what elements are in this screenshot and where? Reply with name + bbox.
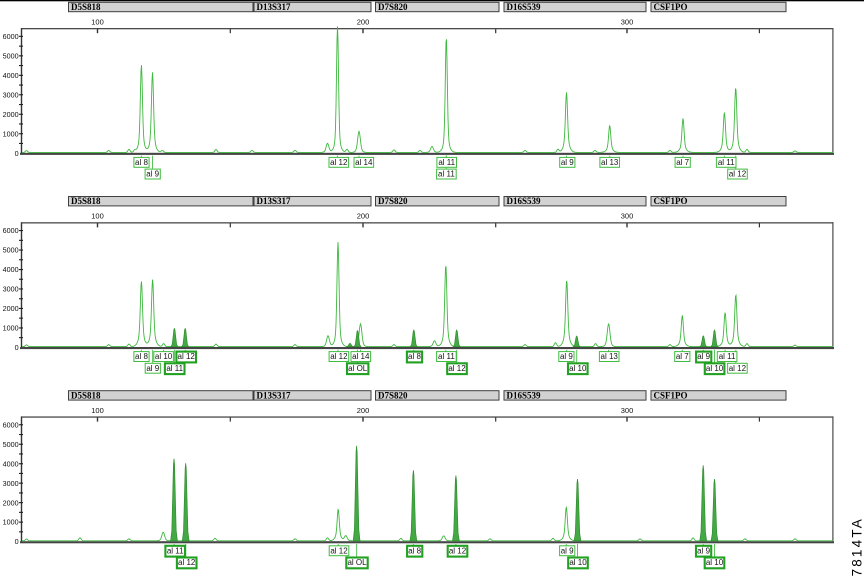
svg-text:al 9: al 9 xyxy=(146,364,159,373)
svg-text:al 10: al 10 xyxy=(569,364,587,373)
svg-text:0: 0 xyxy=(15,537,19,546)
svg-text:al OL: al OL xyxy=(347,558,367,567)
svg-text:300: 300 xyxy=(621,212,634,221)
svg-text:al 12: al 12 xyxy=(178,558,196,567)
svg-text:300: 300 xyxy=(621,406,634,415)
svg-text:200: 200 xyxy=(357,406,370,415)
svg-text:al 8: al 8 xyxy=(408,352,421,361)
svg-text:D5S818: D5S818 xyxy=(71,390,101,400)
svg-text:al 11: al 11 xyxy=(438,352,455,361)
svg-text:al 9: al 9 xyxy=(697,352,710,361)
svg-text:D7S820: D7S820 xyxy=(378,2,408,12)
svg-text:D5S818: D5S818 xyxy=(71,2,101,12)
svg-text:D16S539: D16S539 xyxy=(507,2,542,12)
svg-text:6000: 6000 xyxy=(3,420,19,429)
svg-text:3000: 3000 xyxy=(3,90,19,99)
svg-text:0: 0 xyxy=(15,343,19,352)
svg-text:al 12: al 12 xyxy=(449,546,467,555)
svg-text:al 13: al 13 xyxy=(601,158,619,167)
svg-text:al 12: al 12 xyxy=(330,158,348,167)
svg-text:5000: 5000 xyxy=(3,246,19,255)
svg-text:al 10: al 10 xyxy=(155,352,173,361)
svg-text:2000: 2000 xyxy=(3,304,19,313)
svg-text:CSF1PO: CSF1PO xyxy=(654,2,688,12)
svg-text:al 11: al 11 xyxy=(438,158,455,167)
svg-text:D16S539: D16S539 xyxy=(507,196,542,206)
svg-text:D5S818: D5S818 xyxy=(71,196,101,206)
svg-text:al 9: al 9 xyxy=(560,352,573,361)
svg-text:al 10: al 10 xyxy=(706,558,724,567)
svg-text:D13S317: D13S317 xyxy=(257,196,292,206)
svg-text:al 12: al 12 xyxy=(729,170,747,179)
svg-text:D7S820: D7S820 xyxy=(378,196,408,206)
svg-text:200: 200 xyxy=(357,17,370,26)
svg-text:CSF1PO: CSF1PO xyxy=(654,196,688,206)
svg-text:0: 0 xyxy=(15,149,19,158)
svg-text:1000: 1000 xyxy=(3,129,19,138)
svg-text:2000: 2000 xyxy=(3,498,19,507)
svg-text:al 13: al 13 xyxy=(601,352,619,361)
svg-text:al 12: al 12 xyxy=(448,364,466,373)
svg-text:al 11: al 11 xyxy=(166,364,183,373)
svg-text:3000: 3000 xyxy=(3,479,19,488)
svg-text:al 14: al 14 xyxy=(355,158,373,167)
svg-text:D13S317: D13S317 xyxy=(257,2,292,12)
svg-text:al 11: al 11 xyxy=(167,546,184,555)
svg-text:al 11: al 11 xyxy=(718,158,735,167)
svg-text:al 8: al 8 xyxy=(135,158,148,167)
svg-text:D16S539: D16S539 xyxy=(507,390,542,400)
svg-text:al 10: al 10 xyxy=(569,558,587,567)
svg-text:al 7: al 7 xyxy=(676,352,689,361)
svg-text:2000: 2000 xyxy=(3,110,19,119)
svg-text:5000: 5000 xyxy=(3,52,19,61)
svg-text:D7S820: D7S820 xyxy=(378,390,408,400)
svg-text:al 8: al 8 xyxy=(408,546,421,555)
svg-text:al 7: al 7 xyxy=(676,158,689,167)
svg-text:D13S317: D13S317 xyxy=(257,390,292,400)
svg-text:4000: 4000 xyxy=(3,265,19,274)
svg-text:100: 100 xyxy=(91,17,104,26)
svg-text:al 12: al 12 xyxy=(729,364,747,373)
svg-text:al 11: al 11 xyxy=(719,352,736,361)
svg-text:100: 100 xyxy=(91,212,104,221)
svg-text:6000: 6000 xyxy=(3,32,19,41)
svg-text:300: 300 xyxy=(621,17,634,26)
svg-text:al 12: al 12 xyxy=(330,546,348,555)
svg-text:al 9: al 9 xyxy=(146,170,159,179)
svg-text:1000: 1000 xyxy=(3,324,19,333)
svg-text:al 11: al 11 xyxy=(438,170,455,179)
svg-text:7814TA: 7814TA xyxy=(850,517,864,576)
svg-text:4000: 4000 xyxy=(3,71,19,80)
svg-text:al OL: al OL xyxy=(348,364,368,373)
svg-text:CSF1PO: CSF1PO xyxy=(654,390,688,400)
svg-text:4000: 4000 xyxy=(3,459,19,468)
svg-text:3000: 3000 xyxy=(3,285,19,294)
svg-text:al 12: al 12 xyxy=(330,352,348,361)
svg-text:al 14: al 14 xyxy=(352,352,370,361)
svg-text:al 9: al 9 xyxy=(561,546,574,555)
svg-text:1000: 1000 xyxy=(3,518,19,527)
svg-text:200: 200 xyxy=(357,212,370,221)
svg-text:al 12: al 12 xyxy=(178,352,196,361)
svg-text:al 9: al 9 xyxy=(561,158,574,167)
svg-text:5000: 5000 xyxy=(3,440,19,449)
svg-text:100: 100 xyxy=(91,406,104,415)
svg-text:6000: 6000 xyxy=(3,226,19,235)
svg-text:al 8: al 8 xyxy=(135,352,148,361)
svg-text:al 9: al 9 xyxy=(697,546,710,555)
svg-text:al 10: al 10 xyxy=(706,364,724,373)
